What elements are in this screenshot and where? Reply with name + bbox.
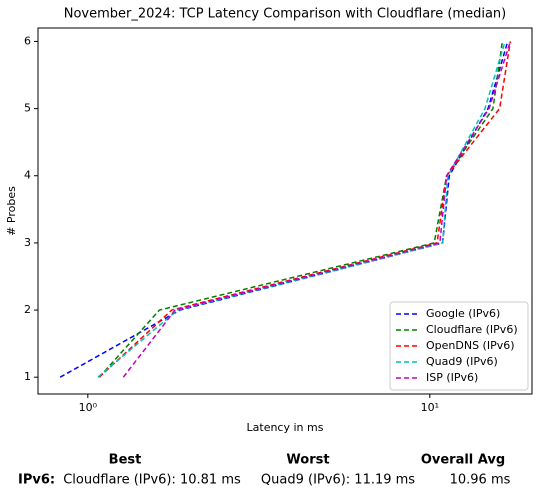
summary-cell: 10.96 ms (450, 473, 511, 488)
legend-label: Google (IPv6) (426, 307, 500, 320)
y-axis-label: # Probes (5, 186, 18, 236)
y-tick-label: 4 (24, 169, 31, 182)
legend-label: OpenDNS (IPv6) (426, 339, 515, 352)
summary-header: Best (109, 453, 142, 468)
y-tick-label: 5 (24, 102, 31, 115)
y-tick-label: 3 (24, 236, 31, 249)
summary-cell: Cloudflare (IPv6): 10.81 ms (63, 473, 241, 488)
legend-label: Quad9 (IPv6) (426, 355, 498, 368)
plot-frame (37, 27, 533, 395)
series-line (98, 41, 512, 378)
y-tick-label: 6 (24, 34, 31, 47)
legend-label: Cloudflare (IPv6) (426, 323, 518, 336)
x-tick-label: 10⁰ (79, 401, 98, 414)
legend-box (389, 301, 529, 391)
x-axis-label: Latency in ms (247, 421, 324, 434)
summary-row-label: IPv6: (18, 473, 55, 488)
x-tick-label: 10¹ (421, 401, 439, 414)
y-tick-label: 1 (24, 370, 31, 383)
series-line (97, 41, 506, 378)
summary-cell: Quad9 (IPv6): 11.19 ms (261, 473, 415, 488)
chart-title: November_2024: TCP Latency Comparison wi… (64, 7, 507, 22)
summary-header: Worst (286, 453, 329, 468)
series-line (98, 41, 504, 378)
summary-header: Overall Avg (421, 453, 505, 468)
series-line (122, 41, 512, 378)
y-tick-label: 2 (24, 303, 31, 316)
legend-label: ISP (IPv6) (426, 371, 478, 384)
